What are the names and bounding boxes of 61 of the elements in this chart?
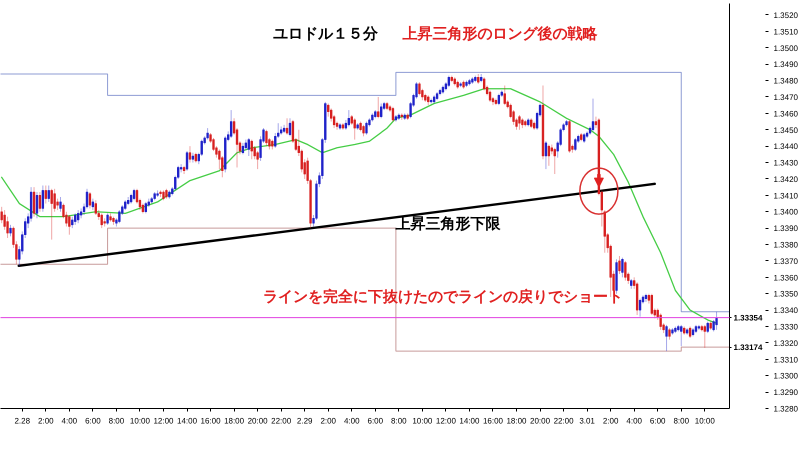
y-tick-label: 1.3410 [774,191,799,200]
y-tick-label: 1.3520 [774,10,799,20]
x-tick-label: 8:00 [673,416,690,426]
y-tick-label: 1.3320 [774,338,799,348]
y-tick-label: 1.3500 [774,44,799,53]
y-tick-label: 1.3440 [774,142,799,152]
x-tick-label: 22:00 [554,416,574,426]
annotation: 上昇三角形下限 [394,214,502,232]
text: 上昇三角形のロング後の戦略 [401,24,598,42]
ref-line-label: 1.33354 [734,314,763,323]
y-tick-label: 1.3350 [774,290,799,299]
y-tick-label: 1.3470 [774,92,799,102]
y-tick-label: 1.3490 [774,60,799,70]
x-tick-label: 6:00 [368,416,384,426]
y-tick-label: 1.3510 [774,27,799,36]
x-tick-label: 12:00 [436,416,456,426]
y-tick-label: 1.3420 [774,174,799,184]
y-tick-label: 1.3290 [774,388,799,398]
x-tick-label: 2.28 [14,416,31,426]
x-tick-label: 14:00 [177,416,198,426]
x-tick-label: 6:00 [85,416,102,426]
x-tick-label: 3.01 [579,416,596,426]
x-tick-label: 2.29 [296,416,314,426]
x-tick-label: 10:00 [412,416,433,426]
annotation: ラインを完全に下抜けたのでラインの戻りでショート [263,287,624,306]
x-tick-label: 18:00 [506,416,528,426]
x-tick-label: 16:00 [200,416,222,426]
x-tick-label: 2:00 [602,416,619,426]
x-tick-label: 10:00 [130,416,151,426]
y-tick-label: 1.3380 [774,240,799,250]
x-tick-label: 8:00 [391,416,408,426]
y-tick-label: 1.3430 [774,158,799,168]
y-tick-label: 1.3450 [774,126,799,135]
y-tick-label: 1.3330 [774,322,799,332]
text: ユロドル１５分 [273,24,380,42]
x-tick-label: 16:00 [482,416,504,426]
y-tick-label: 1.3280 [774,404,799,414]
y-tick-label: 1.3300 [774,372,799,381]
y-tick-label: 1.3480 [774,76,799,86]
x-tick-label: 20:00 [248,416,268,426]
x-tick-label: 14:00 [459,416,480,426]
x-tick-label: 4:00 [62,416,78,426]
y-tick-label: 1.3400 [774,208,799,217]
x-tick-label: 12:00 [153,416,174,426]
x-tick-label: 18:00 [224,416,245,426]
x-tick-label: 4:00 [344,416,360,426]
y-tick-label: 1.3370 [774,256,799,266]
data-label: 1.33174 [734,343,763,352]
y-tick-label: 1.3360 [774,273,799,282]
y-tick-label: 1.3390 [774,224,799,234]
x-tick-label: 22:00 [271,416,292,426]
x-tick-label: 20:00 [530,416,551,426]
x-tick-label: 2:00 [38,416,54,426]
x-tick-label: 6:00 [650,416,666,426]
y-tick-label: 1.3310 [774,355,799,364]
y-tick-label: 1.3340 [774,306,799,316]
x-tick-label: 2:00 [320,416,337,426]
x-tick-label: 8:00 [108,416,125,426]
x-tick-label: 4:00 [626,416,643,426]
y-tick-label: 1.3460 [774,109,799,118]
x-tick-label: 10:00 [694,416,716,426]
